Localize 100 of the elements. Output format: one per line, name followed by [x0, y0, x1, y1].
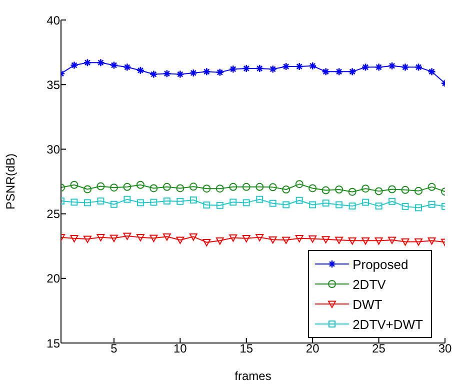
point: [282, 186, 290, 194]
point: [110, 234, 118, 242]
point: [110, 184, 118, 192]
point: [123, 232, 132, 240]
point: [309, 201, 316, 208]
point: [335, 186, 344, 194]
point: [150, 234, 158, 242]
point: [83, 236, 92, 243]
point: [136, 234, 144, 242]
point: [176, 184, 184, 192]
y-tick-label: 25: [46, 207, 60, 222]
x-tick-label: 5: [110, 342, 118, 356]
point: [415, 204, 422, 212]
point: [375, 202, 382, 210]
point: [428, 237, 436, 245]
legend-label: DWT: [352, 296, 382, 312]
point: [242, 235, 250, 242]
point: [308, 235, 317, 243]
point: [414, 238, 423, 246]
point: [176, 236, 184, 244]
point: [374, 187, 383, 196]
point: [295, 235, 304, 242]
point: [96, 182, 105, 190]
point: [163, 198, 170, 204]
point: [190, 196, 197, 204]
point: [401, 186, 410, 194]
point: [348, 237, 356, 245]
point: [308, 184, 317, 192]
point: [336, 201, 343, 208]
y-tick-label: 20: [46, 272, 60, 286]
x-tick-label: 25: [372, 342, 386, 356]
point: [295, 180, 304, 188]
point: [150, 198, 158, 206]
point: [162, 233, 171, 241]
point: [256, 234, 264, 242]
x-tick-label: 20: [306, 342, 320, 356]
point: [269, 200, 276, 207]
point: [242, 182, 250, 191]
x-tick-label: 10: [173, 342, 188, 356]
point: [322, 236, 330, 244]
point: [189, 233, 198, 241]
point: [268, 183, 277, 192]
point: [362, 237, 370, 245]
y-tick-label: 35: [46, 78, 60, 92]
point: [428, 182, 436, 191]
point: [124, 196, 131, 203]
point: [230, 198, 237, 206]
point: [216, 237, 224, 245]
point: [202, 239, 211, 246]
point: [162, 182, 171, 191]
point: [282, 236, 290, 244]
point: [229, 234, 238, 242]
point: [84, 199, 91, 206]
point: [150, 184, 158, 192]
point: [96, 234, 105, 242]
legend-label: 2DTV: [352, 276, 386, 292]
point: [136, 180, 144, 189]
point: [388, 185, 396, 194]
point: [362, 198, 370, 206]
point: [216, 202, 224, 209]
legend-label: 2DTV+DWT: [352, 316, 423, 332]
point: [203, 202, 210, 208]
point: [282, 201, 290, 208]
point: [123, 182, 132, 191]
y-tick-label: 40: [46, 13, 60, 28]
point: [296, 196, 303, 204]
x-tick-label: 15: [240, 342, 254, 356]
point: [348, 202, 356, 210]
point: [202, 184, 211, 193]
point: [256, 182, 264, 191]
y-tick-label: 30: [46, 142, 60, 156]
point: [216, 184, 224, 193]
x-tick-label: 30: [438, 342, 452, 356]
point: [388, 236, 396, 244]
point: [388, 198, 396, 205]
point: [322, 200, 330, 207]
point: [335, 236, 344, 244]
point: [189, 182, 198, 191]
point: [97, 198, 104, 204]
point: [401, 238, 410, 246]
point: [374, 237, 383, 245]
point: [70, 180, 78, 189]
point: [70, 235, 78, 242]
point: [136, 199, 144, 206]
point: [83, 185, 92, 194]
point: [362, 184, 370, 193]
point: [256, 196, 264, 203]
point: [402, 202, 409, 210]
point: [322, 186, 330, 194]
point: [242, 199, 250, 206]
point: [348, 188, 356, 196]
point: [176, 198, 184, 205]
point: [229, 182, 238, 191]
point: [428, 200, 436, 208]
point: [110, 200, 118, 208]
x-axis-title: frames: [234, 369, 272, 383]
point: [414, 186, 423, 195]
legend-label: Proposed: [352, 256, 408, 272]
y-axis-title: PSNR(dB): [3, 153, 18, 210]
point: [268, 236, 277, 244]
